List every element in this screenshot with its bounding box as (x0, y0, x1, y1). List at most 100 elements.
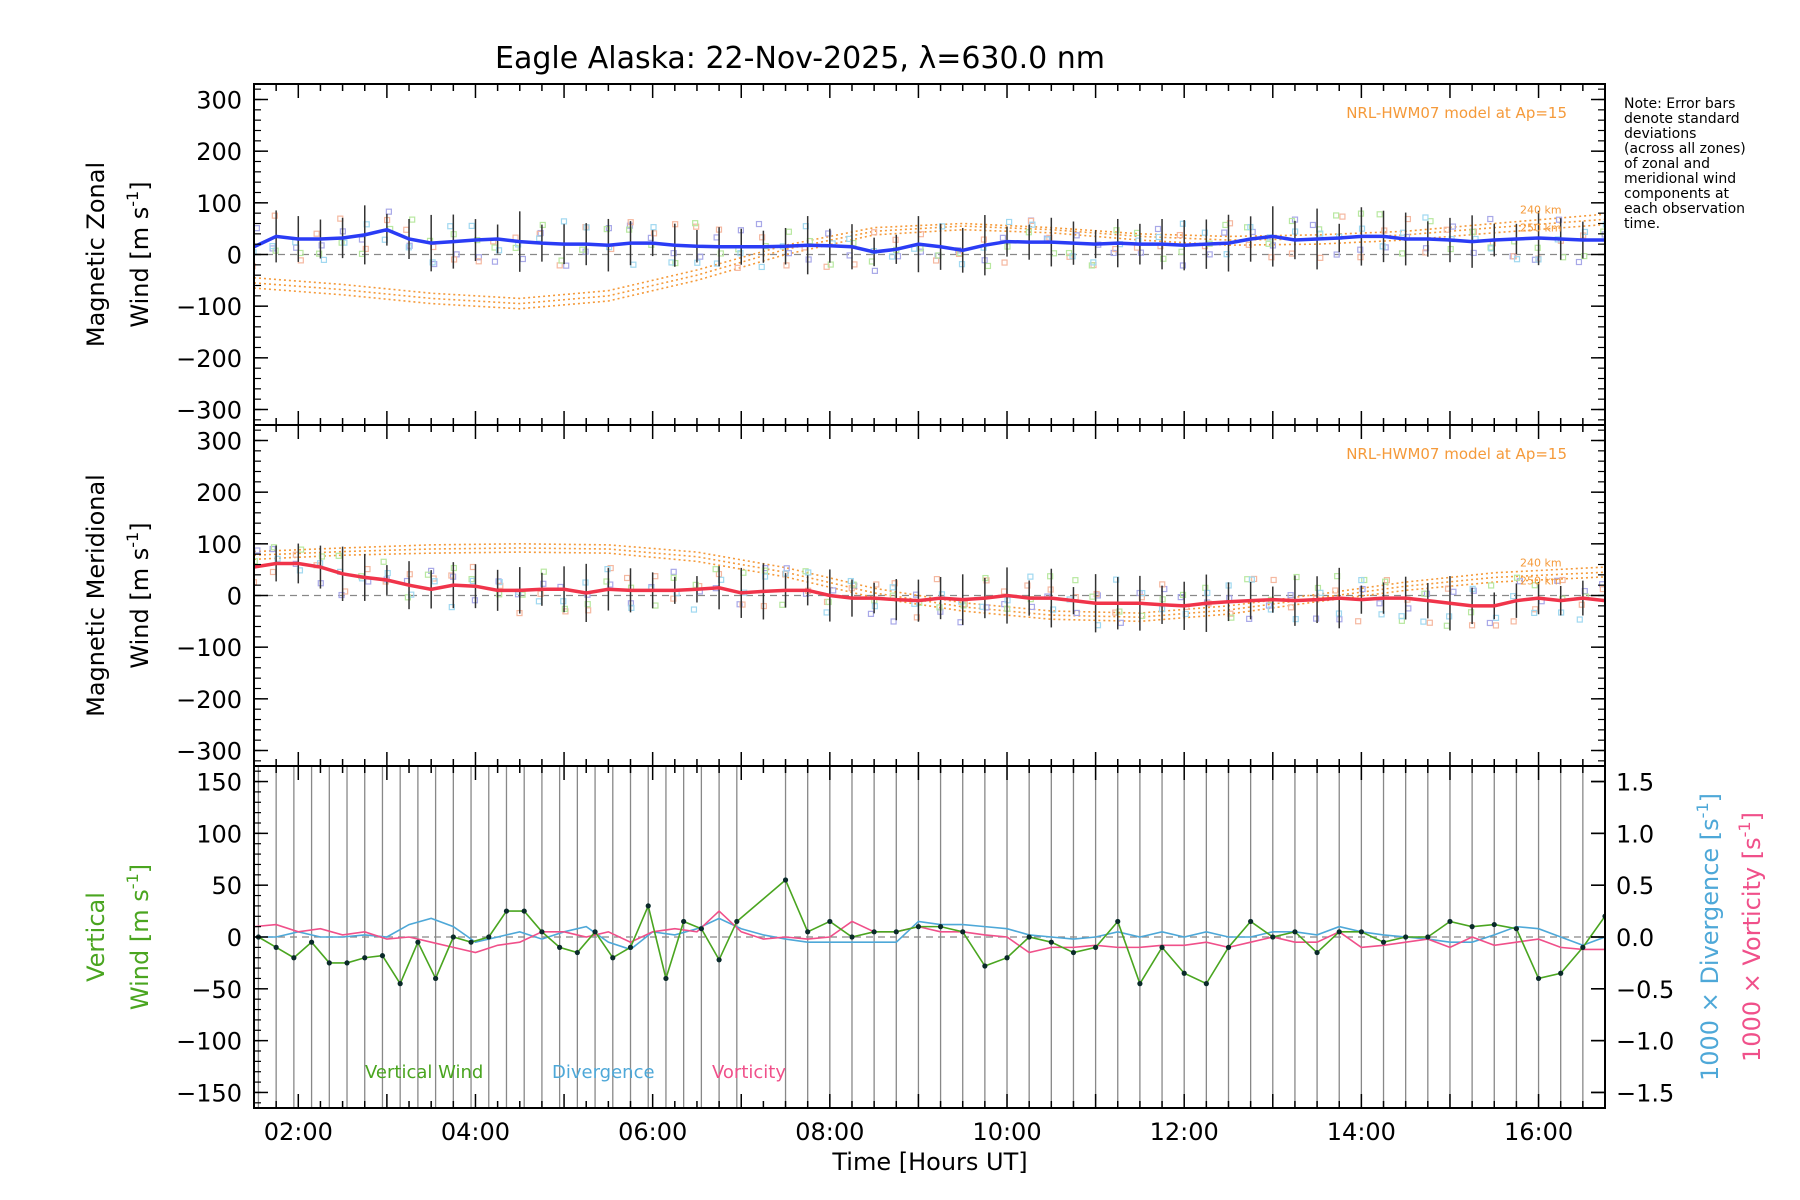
sample-marker (867, 610, 875, 617)
vertical-wind-point (592, 929, 598, 935)
sample-marker (693, 223, 700, 230)
sample-marker (1006, 218, 1013, 226)
y2-axis-label-divergence: 1000 × Divergence [s-1] (1693, 793, 1724, 1081)
y-tick-label: −150 (176, 1079, 242, 1107)
sample-marker (1317, 254, 1324, 261)
note-line: denote standard (1624, 111, 1740, 127)
sample-marker (690, 606, 698, 613)
sample-marker (1332, 587, 1339, 594)
sample-marker (563, 262, 570, 269)
vertical-wind-point (1336, 929, 1342, 935)
y-tick-label: 300 (196, 87, 242, 115)
note-line: components at (1624, 186, 1730, 202)
vertical-wind-point (486, 934, 492, 940)
sample-marker (254, 583, 255, 590)
sample-marker (933, 575, 941, 583)
y2-tick-label: −1.5 (1616, 1079, 1674, 1107)
sample-marker (1065, 249, 1073, 257)
vertical-wind-point (291, 955, 297, 961)
meridional-wind-panel: 300 200 100 0 −100 −200 −300 Magnetic Meridiona… (82, 424, 1606, 767)
sample-marker (1317, 589, 1324, 596)
sample-marker (1383, 577, 1390, 584)
vertical-wind-point (849, 934, 855, 940)
model-curve (254, 547, 1605, 619)
sample-marker (668, 259, 675, 266)
sample-marker (1154, 225, 1162, 233)
y-tick-label: −50 (191, 976, 242, 1004)
vertical-wind-point (1181, 970, 1187, 976)
vertical-wind-point (1403, 934, 1409, 940)
sample-marker (827, 261, 834, 268)
sample-marker (1531, 256, 1539, 263)
sample-marker (468, 222, 475, 229)
vertical-wind-point (1535, 975, 1542, 982)
sample-marker (761, 573, 769, 580)
vertical-wind-point (362, 955, 368, 961)
sample-marker (1487, 244, 1494, 251)
sample-marker (1116, 608, 1123, 615)
meridional-wind-line (254, 561, 1605, 608)
sample-marker (384, 569, 391, 577)
sample-marker (1001, 259, 1008, 266)
y-tick-label: 100 (196, 190, 242, 218)
vertical-wind-point (1558, 970, 1564, 976)
sample-marker (1027, 573, 1034, 580)
sample-marker (313, 230, 320, 237)
vertical-wind-point (1004, 955, 1010, 961)
sample-marker (1358, 577, 1365, 584)
vertical-wind-point (397, 981, 403, 987)
vertical-wind-point (521, 908, 527, 914)
vertical-wind-line (258, 878, 1605, 986)
note-line: time. (1624, 216, 1660, 232)
sample-marker (1246, 615, 1253, 622)
vertical-wind-point (827, 918, 833, 925)
vertical-wind-point (1159, 944, 1165, 950)
sample-marker (888, 253, 896, 260)
sample-marker (429, 259, 436, 266)
sample-marker (984, 262, 992, 270)
sample-marker (1072, 577, 1079, 584)
sample-marker (539, 221, 546, 229)
vertical-wind-point (610, 955, 616, 961)
y-axis-label-line1: Magnetic Meridional (82, 474, 110, 717)
x-tick-label: 14:00 (1327, 1118, 1396, 1146)
sample-marker (805, 569, 812, 576)
sample-marker (890, 618, 897, 625)
sample-marker (697, 253, 704, 260)
y2-axis-label-vorticity: 1000 × Vorticity [s-1] (1735, 812, 1766, 1062)
sample-marker (1534, 244, 1541, 251)
sample-marker (1047, 573, 1054, 580)
x-tick-label: 06:00 (618, 1118, 687, 1146)
y-tick-label: 0 (227, 924, 242, 952)
y-axis-label-line1: Magnetic Zonal (82, 162, 110, 347)
sample-marker (1265, 240, 1272, 247)
legend-entry: Vertical Wind (365, 1062, 483, 1083)
vertical-wind-point (1491, 921, 1497, 928)
sample-marker (823, 609, 830, 616)
sample-marker (1287, 604, 1295, 611)
vertical-wind-point (627, 944, 634, 950)
sample-marker (1510, 618, 1517, 625)
sample-marker (805, 256, 812, 263)
y2-axis-label-text: 1000 × Vorticity [s (1738, 837, 1766, 1062)
sample-marker (785, 250, 792, 257)
sample-marker (980, 236, 987, 243)
vertical-wind-point (1225, 944, 1232, 950)
sample-marker (1069, 253, 1076, 260)
sample-marker (1073, 609, 1080, 617)
sample-marker (1376, 211, 1383, 218)
y-axis-label-text: Wind [m s (126, 889, 154, 1010)
x-tick-label: 08:00 (795, 1118, 864, 1146)
sample-marker (1357, 246, 1364, 253)
sample-marker (1314, 584, 1322, 592)
y-tick-label: 200 (196, 479, 242, 507)
y-tick-label: 0 (227, 583, 242, 611)
sample-marker (409, 216, 416, 223)
sample-marker (983, 604, 990, 611)
sample-marker (1492, 622, 1500, 629)
sample-marker (342, 588, 349, 595)
sample-marker (913, 614, 920, 621)
sample-marker (1578, 601, 1585, 608)
